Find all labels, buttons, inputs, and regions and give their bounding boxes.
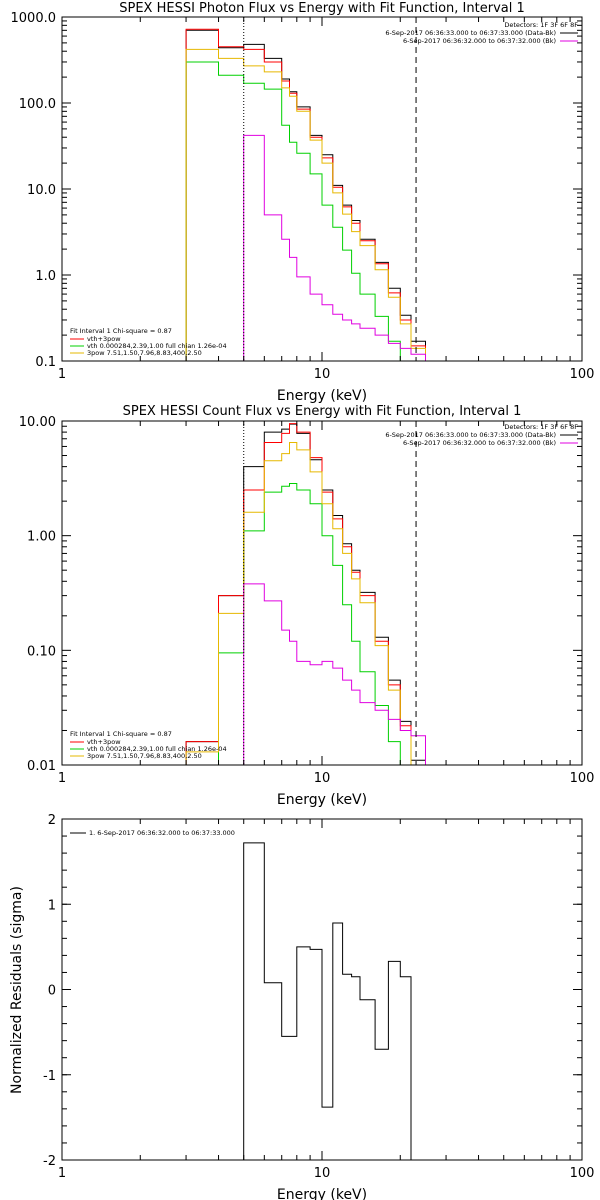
photon-flux-series-pow [185,48,426,361]
photon-flux-axes: 1 10 100 0.1 1.0 10.0 100.0 1000.0 [11,11,595,382]
count-flux-bk-interval: 6-Sep-2017 06:36:32.000 to 06:37:32.000 … [403,439,556,447]
photon-flux-title: SPEX HESSI Photon Flux vs Energy with Fi… [119,1,525,16]
count-flux-ytick-label: 1.00 [27,530,56,545]
count-flux-xtick-label: 10 [314,771,331,786]
photon-flux-ytick-label: 10.0 [27,183,56,198]
photon-flux-plot-frame [61,16,583,362]
count-flux-xtick-label: 100 [570,771,595,786]
photon-flux-legend-fit: vth+3pow [87,335,121,343]
residuals-ytick-label: 0 [48,984,56,999]
residuals-xlabel: Energy (keV) [277,1187,367,1200]
photon-flux-data-interval: 6-Sep-2017 06:36:33.000 to 06:37:33.000 … [385,29,556,37]
residuals-xtick-label: 10 [314,1166,331,1181]
count-flux-series-data [185,423,426,765]
residuals-plot-frame [61,818,583,1161]
residuals-series [243,842,412,1160]
count-flux-series-fit [185,423,426,766]
photon-flux-xtick-label: 1 [58,367,66,382]
photon-flux-ytick-label: 1000.0 [11,11,57,26]
photon-flux-legend-pow: 3pow 7.51,1.50,7.96,8.83,400,2.50 [87,349,202,357]
residuals-xtick-label: 100 [570,1166,595,1181]
count-flux-ytick-label: 0.10 [27,644,56,659]
photon-flux-panel: SPEX HESSI Photon Flux vs Energy with Fi… [11,1,595,404]
count-flux-series-vth [186,483,426,766]
residuals-ylabel: Normalized Residuals (sigma) [9,886,25,1094]
photon-flux-ytick-label: 100.0 [19,97,56,112]
count-flux-legend-pow: 3pow 7.51,1.50,7.96,8.83,400,2.50 [87,752,202,760]
count-flux-legend: Fit Interval 1 Chi-square = 0.87 vth+3po… [70,730,227,760]
photon-flux-xtick-label: 10 [314,367,331,382]
count-flux-ytick-label: 10.00 [19,415,56,430]
residuals-ytick-label: 1 [48,898,56,913]
photon-flux-ytick-label: 1.0 [35,269,56,284]
count-flux-ytick-label: 0.01 [27,759,56,774]
count-flux-series-pow [185,442,426,766]
count-flux-panel: SPEX HESSI Count Flux vs Energy with Fit… [19,404,595,808]
photon-flux-series-vth [185,61,426,362]
count-flux-series [185,423,426,766]
count-flux-xtick-label: 1 [58,771,66,786]
photon-flux-series [185,28,426,362]
residuals-panel: 1 10 100 -2 -1 0 1 2 Energy (keV) Normalized Re… [9,813,594,1200]
photon-flux-legend-header: Fit Interval 1 Chi-square = 0.87 [70,327,172,335]
photon-flux-xlabel: Energy (keV) [277,388,367,404]
residuals-ytick-label: -1 [43,1069,56,1084]
count-flux-data-interval: 6-Sep-2017 06:36:33.000 to 06:37:33.000 … [385,431,556,439]
count-flux-title: SPEX HESSI Count Flux vs Energy with Fit… [123,404,522,419]
residuals-legend: 1. 6-Sep-2017 06:36:32.000 to 06:37:33.0… [70,829,235,837]
count-flux-axes: 1 10 100 0.01 0.10 1.00 10.00 [19,415,595,786]
count-flux-detectors: Detectors: 1F 3F 6F 8F [504,423,578,431]
photon-flux-series-data [185,29,426,361]
residuals-series-residuals [243,842,412,1160]
photon-flux-series-bk [243,134,426,361]
photon-flux-info-box: Detectors: 1F 3F 6F 8F 6-Sep-2017 06:36:… [385,21,578,45]
photon-flux-legend-vth: vth 0.000284,2.39,1.00 full chian 1.26e-… [87,342,227,350]
count-flux-legend-vth: vth 0.000284,2.39,1.00 full chian 1.26e-… [87,745,227,753]
residuals-xtick-label: 1 [58,1166,66,1181]
photon-flux-legend: Fit Interval 1 Chi-square = 0.87 vth+3po… [70,327,227,357]
count-flux-legend-header: Fit Interval 1 Chi-square = 0.87 [70,730,172,738]
count-flux-xlabel: Energy (keV) [277,792,367,808]
count-flux-plot-frame [61,420,583,766]
count-flux-info-box: Detectors: 1F 3F 6F 8F 6-Sep-2017 06:36:… [385,423,578,447]
photon-flux-ytick-label: 0.1 [35,355,56,370]
residuals-ytick-label: -2 [43,1154,56,1169]
photon-flux-xtick-label: 100 [570,367,595,382]
count-flux-legend-fit: vth+3pow [87,738,121,746]
photon-flux-series-fit [185,28,426,361]
residuals-legend-label: 1. 6-Sep-2017 06:36:32.000 to 06:37:33.0… [89,829,235,837]
residuals-axes: 1 10 100 -2 -1 0 1 2 [43,813,594,1181]
residuals-ytick-label: 2 [48,813,56,828]
photon-flux-detectors: Detectors: 1F 3F 6F 8F [504,21,578,29]
count-flux-series-bk [243,583,426,765]
photon-flux-bk-interval: 6-Sep-2017 06:36:32.000 to 06:37:32.000 … [403,37,556,45]
